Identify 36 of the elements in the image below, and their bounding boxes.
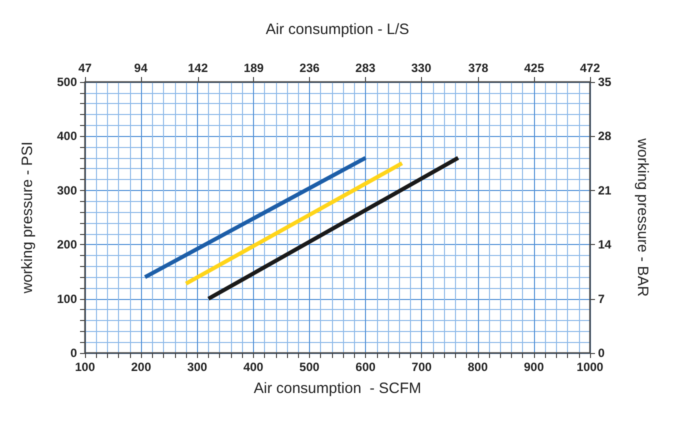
y2-tick-label: 28 xyxy=(598,129,612,144)
x-axis-title: Air consumption - SCFM xyxy=(254,380,422,397)
x-tick-label: 900 xyxy=(524,360,544,374)
y-tick-label: 100 xyxy=(56,292,78,306)
y-tick-label: 300 xyxy=(56,183,78,198)
y2-tick-label: 0 xyxy=(598,346,605,360)
x-tick-label: 100 xyxy=(74,360,96,374)
x-tick-label: 800 xyxy=(468,360,488,374)
y-tick-label: 500 xyxy=(56,75,78,89)
y-tick-label: 400 xyxy=(56,129,78,144)
x-tick-label: 600 xyxy=(356,360,376,374)
y2-tick-label: 7 xyxy=(598,292,605,306)
x-tick-label: 700 xyxy=(412,360,432,374)
y2-axis-title: working pressure - BAR xyxy=(634,137,651,297)
x2-tick-label: 142 xyxy=(188,61,208,75)
x2-tick-label: 236 xyxy=(300,61,320,75)
x2-axis-title: Air consumption - L/S xyxy=(266,21,410,38)
x2-tick-label: 472 xyxy=(580,61,600,75)
x-tick-label: 1000 xyxy=(576,360,604,374)
x2-tick-label: 47 xyxy=(78,61,92,75)
y-axis-title: working pressure - PSI xyxy=(19,142,36,294)
y2-tick-label: 14 xyxy=(598,238,612,252)
x2-tick-label: 378 xyxy=(468,61,489,75)
x2-tick-label: 189 xyxy=(244,61,264,75)
y2-tick-label: 21 xyxy=(598,183,612,198)
x2-tick-label: 283 xyxy=(355,61,376,75)
x2-tick-label: 94 xyxy=(134,61,148,75)
x-tick-label: 300 xyxy=(187,360,208,374)
x2-tick-label: 425 xyxy=(524,61,544,75)
x-tick-label: 200 xyxy=(131,360,152,374)
y2-tick-label: 35 xyxy=(598,75,612,89)
y-tick-label: 0 xyxy=(70,346,78,360)
x-tick-label: 400 xyxy=(243,360,264,374)
x-tick-label: 500 xyxy=(299,360,320,374)
y-tick-label: 200 xyxy=(56,238,78,252)
x2-tick-label: 330 xyxy=(411,61,432,75)
